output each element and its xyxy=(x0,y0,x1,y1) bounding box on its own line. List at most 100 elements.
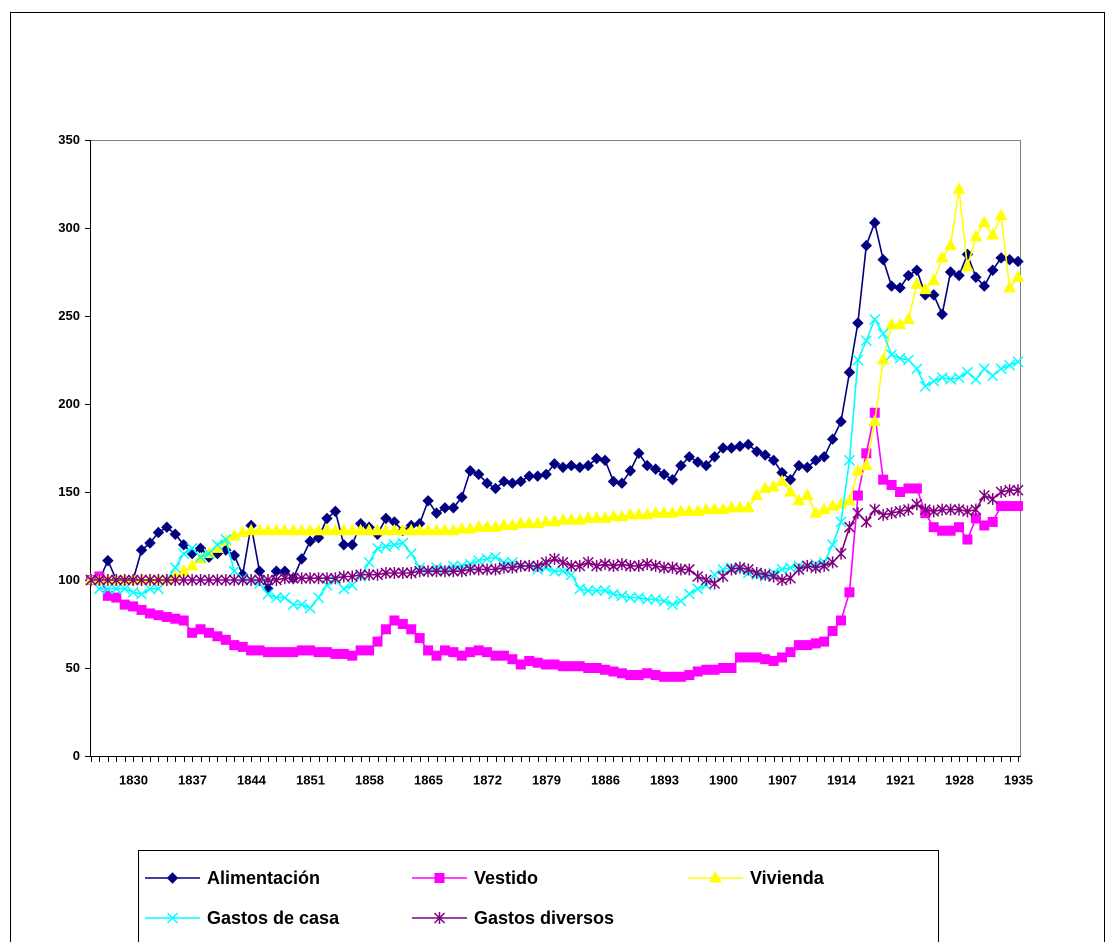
x-tick-label: 1893 xyxy=(650,772,679,787)
marker xyxy=(447,502,460,514)
legend-marker xyxy=(434,873,445,883)
marker xyxy=(364,645,375,656)
marker xyxy=(406,624,417,635)
marker xyxy=(953,269,965,282)
marker xyxy=(321,647,332,658)
marker xyxy=(843,493,856,506)
marker xyxy=(658,561,670,574)
marker xyxy=(666,561,679,574)
marker xyxy=(540,556,552,569)
marker xyxy=(253,523,266,536)
marker xyxy=(565,559,577,572)
marker xyxy=(667,671,678,682)
marker xyxy=(447,565,459,578)
marker xyxy=(136,574,148,586)
marker xyxy=(582,459,594,472)
marker xyxy=(245,574,257,586)
marker xyxy=(270,574,282,586)
marker xyxy=(110,574,122,586)
marker xyxy=(599,454,611,467)
marker xyxy=(1004,501,1015,512)
marker xyxy=(861,448,872,459)
marker xyxy=(532,657,543,668)
marker xyxy=(405,548,417,560)
x-tick-label: 1914 xyxy=(827,772,857,787)
legend-label: Vivienda xyxy=(750,868,825,888)
marker xyxy=(817,502,831,515)
x-tick-label: 1837 xyxy=(178,772,207,787)
marker xyxy=(135,544,148,556)
marker xyxy=(144,583,156,595)
marker xyxy=(465,647,476,658)
marker xyxy=(1004,359,1016,371)
marker xyxy=(161,521,173,533)
marker xyxy=(658,595,670,607)
marker xyxy=(675,563,687,576)
marker xyxy=(295,523,309,536)
marker xyxy=(624,559,636,572)
x-tick-label: 1907 xyxy=(768,772,797,787)
marker xyxy=(565,569,577,581)
marker xyxy=(473,555,485,567)
marker xyxy=(810,638,821,649)
marker xyxy=(877,508,889,521)
marker xyxy=(430,523,443,536)
marker xyxy=(616,558,628,571)
marker xyxy=(775,474,789,486)
marker xyxy=(819,636,830,647)
marker xyxy=(600,664,611,675)
marker xyxy=(295,553,308,565)
marker xyxy=(734,652,745,663)
marker xyxy=(144,608,155,619)
marker xyxy=(178,548,190,560)
marker xyxy=(607,509,620,522)
marker xyxy=(987,493,999,506)
marker xyxy=(345,523,359,536)
marker xyxy=(463,521,477,534)
marker xyxy=(616,477,628,489)
marker xyxy=(987,370,999,382)
marker xyxy=(751,652,762,663)
marker xyxy=(583,663,594,673)
marker xyxy=(649,463,662,475)
marker xyxy=(590,511,603,523)
x-tick-label: 1830 xyxy=(119,772,148,787)
marker xyxy=(902,354,914,366)
marker xyxy=(777,652,788,663)
marker xyxy=(650,670,661,681)
legend-marker xyxy=(709,870,722,883)
marker xyxy=(886,349,898,361)
marker xyxy=(388,566,400,579)
marker xyxy=(431,650,442,661)
marker xyxy=(102,583,114,595)
marker xyxy=(371,542,384,554)
marker xyxy=(185,558,199,571)
marker xyxy=(970,373,982,385)
marker xyxy=(894,505,906,518)
marker xyxy=(119,599,130,610)
marker xyxy=(438,523,452,536)
marker xyxy=(784,562,796,574)
marker xyxy=(835,415,847,428)
marker xyxy=(632,507,646,520)
marker xyxy=(659,671,670,682)
marker xyxy=(355,568,367,581)
marker xyxy=(111,592,122,603)
marker xyxy=(472,468,485,481)
marker xyxy=(422,495,434,507)
marker xyxy=(827,539,839,551)
marker xyxy=(557,661,568,672)
marker xyxy=(414,633,425,644)
marker xyxy=(657,506,671,518)
marker xyxy=(860,335,872,347)
marker xyxy=(717,442,729,454)
marker xyxy=(852,507,864,520)
marker xyxy=(371,568,384,581)
marker xyxy=(161,574,173,586)
marker xyxy=(919,503,931,516)
marker xyxy=(347,650,358,661)
marker xyxy=(886,479,897,490)
marker xyxy=(599,585,611,597)
marker xyxy=(895,487,906,497)
marker xyxy=(641,593,653,605)
